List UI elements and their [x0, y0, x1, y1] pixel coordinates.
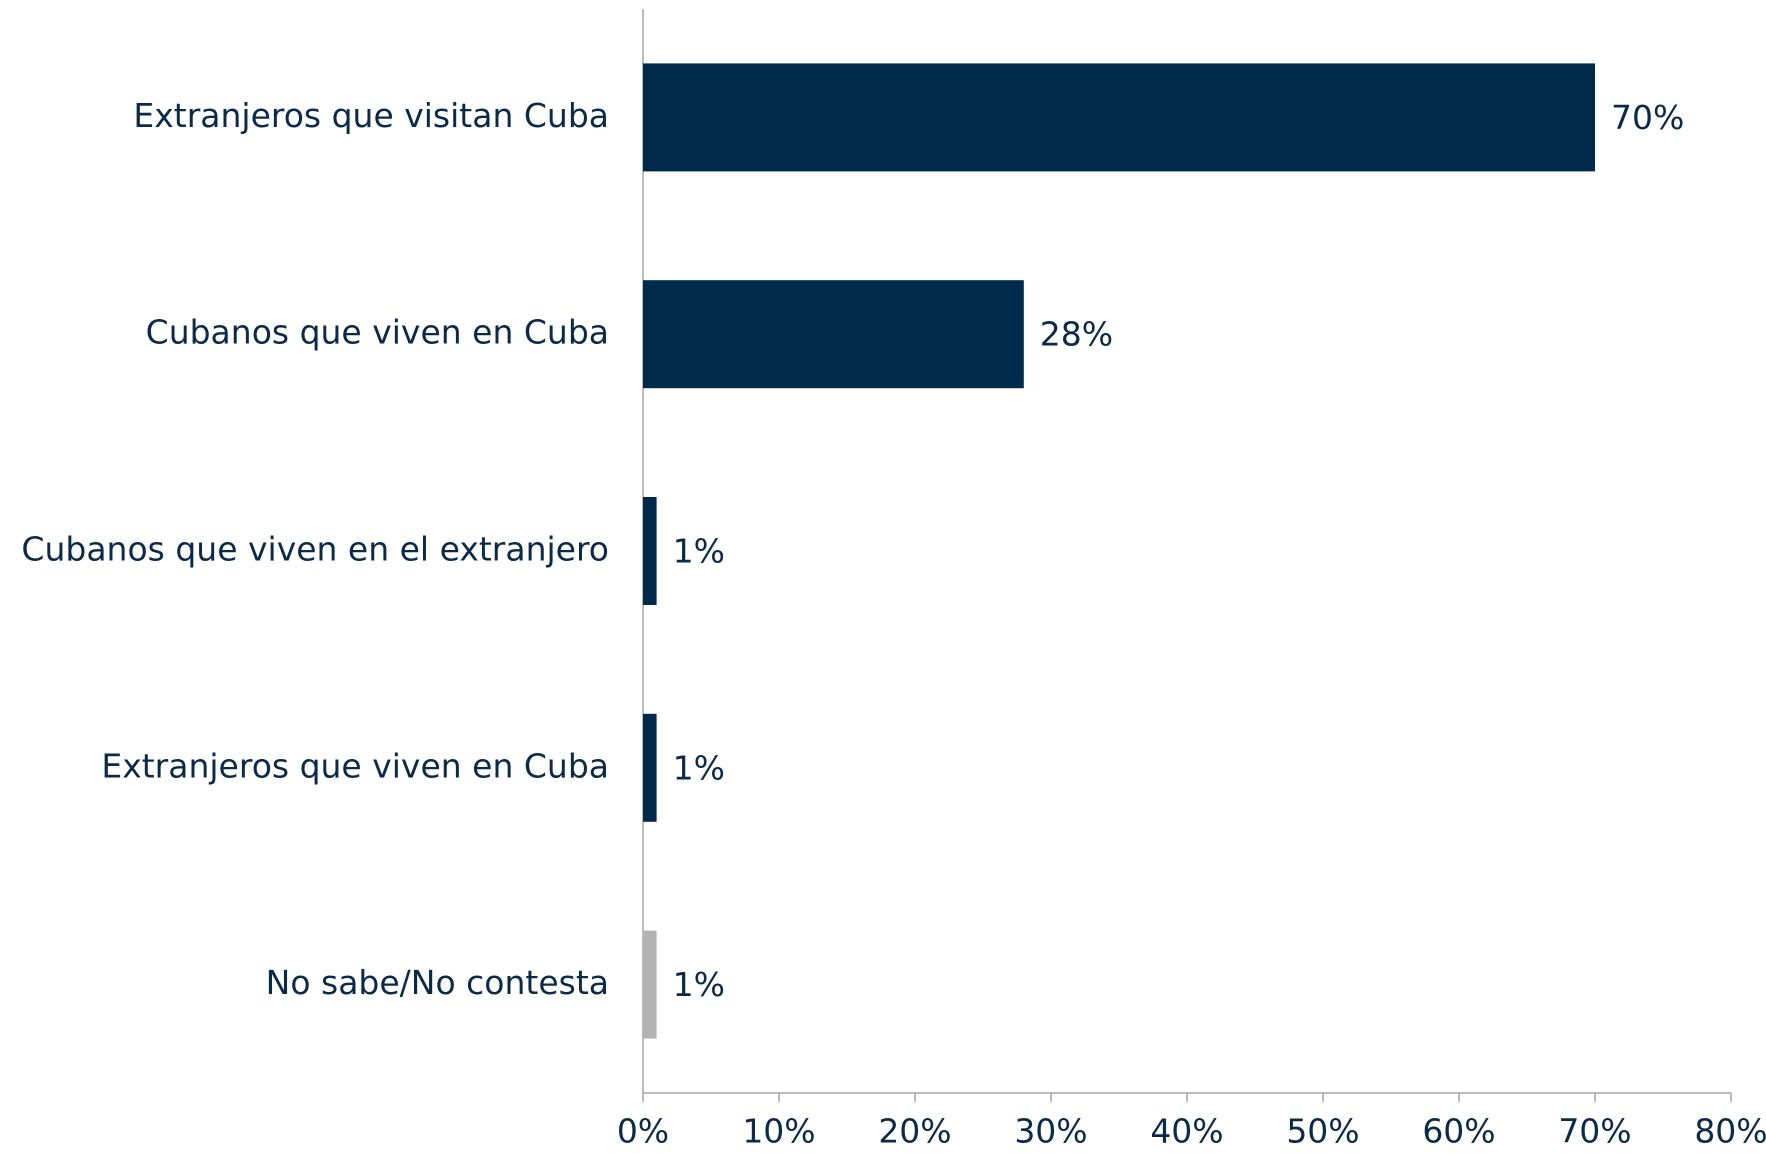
- x-tick-label: 60%: [1422, 1112, 1495, 1150]
- x-tick-label: 80%: [1694, 1112, 1766, 1150]
- category-label: No sabe/No contesta: [266, 963, 609, 1002]
- bar: [643, 280, 1024, 389]
- bar: [643, 930, 657, 1039]
- category-label: Cubanos que viven en el extranjero: [21, 530, 609, 569]
- value-label: 28%: [1040, 315, 1113, 354]
- x-tick-label: 0%: [617, 1112, 669, 1150]
- x-tick-label: 70%: [1558, 1112, 1631, 1150]
- category-label: Extranjeros que visitan Cuba: [133, 96, 609, 135]
- x-tick-label: 10%: [742, 1112, 815, 1150]
- value-label: 70%: [1611, 98, 1684, 137]
- x-tick-label: 20%: [878, 1112, 951, 1150]
- value-label: 1%: [673, 532, 725, 571]
- x-tick-label: 40%: [1150, 1112, 1223, 1150]
- x-tick-label: 50%: [1286, 1112, 1359, 1150]
- bar: [643, 713, 657, 822]
- x-tick-label: 30%: [1014, 1112, 1087, 1150]
- category-label: Cubanos que viven en Cuba: [146, 313, 609, 352]
- value-label: 1%: [673, 965, 725, 1004]
- bar: [643, 497, 657, 605]
- category-label: Extranjeros que viven en Cuba: [101, 746, 609, 785]
- bar: [643, 63, 1595, 172]
- value-label: 1%: [673, 748, 725, 787]
